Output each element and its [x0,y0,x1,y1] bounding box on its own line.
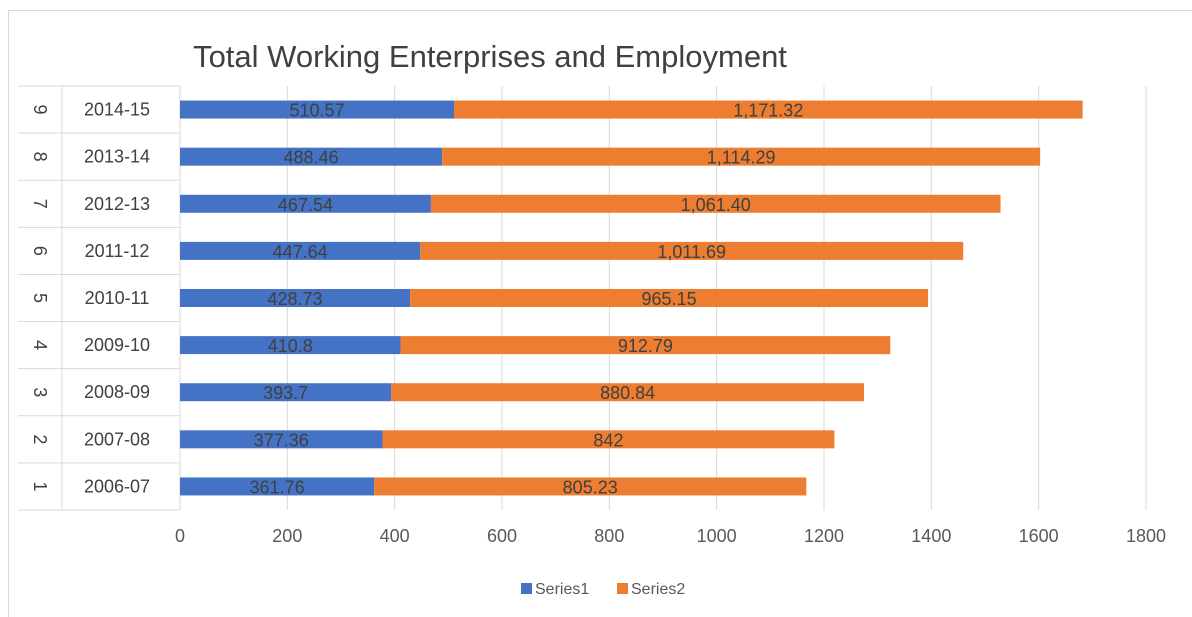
bar-series1 [180,289,411,307]
bar-series1 [180,194,431,213]
category-index-label: 5 [30,293,50,303]
bar-series2 [420,241,964,260]
category-index-label: 3 [30,387,50,397]
category-label: 2012-13 [84,194,150,214]
data-labels: 361.76 805.23 377.36 842 393.7 880.84 410.8 912… [250,101,804,498]
data-label: 965.15 [642,289,697,309]
legend-swatch [617,583,628,594]
category-index-label: 9 [30,105,50,115]
data-label: 842 [593,430,623,450]
x-tick-label: 0 [175,526,185,546]
legend-swatch [521,583,532,594]
x-tick-label: 600 [487,526,517,546]
bar-series1 [180,477,375,496]
bar-series1 [180,241,421,260]
data-label: 1,171.32 [733,101,803,121]
category-label: 2010-11 [85,288,150,308]
x-tick-label: 800 [594,526,624,546]
data-label: 1,011.69 [657,242,726,262]
data-label: 1,061.40 [681,195,751,215]
bar-series2 [374,477,807,496]
category-index-label: 4 [30,340,50,350]
x-tick-label: 1200 [804,526,844,546]
data-label: 510.57 [289,101,344,121]
category-index-label: 2 [30,434,50,444]
bar-series1 [180,100,455,119]
category-label: 2006-07 [84,476,150,496]
data-label: 410.8 [268,336,313,356]
bar-series1 [180,147,443,166]
data-label: 361.76 [250,477,305,497]
bar-series2 [430,194,1001,213]
bar-series1 [180,383,392,402]
x-tick-label: 1000 [697,526,737,546]
bar-series2 [454,100,1083,119]
bar-series1 [180,336,401,355]
data-label: 467.54 [278,195,333,215]
data-label: 880.84 [600,383,655,403]
legend-label: Series2 [631,581,685,598]
x-tick-label: 1800 [1126,526,1166,546]
category-index-label: 6 [30,246,50,256]
bar-series2 [400,336,891,355]
data-label: 377.36 [254,430,309,450]
data-label: 393.7 [263,383,308,403]
category-label: 2008-09 [84,382,150,402]
data-label: 805.23 [563,477,618,497]
x-tick-label: 400 [380,526,410,546]
data-label: 912.79 [618,336,673,356]
category-axis: 1 2006-07 2 2007-08 3 2008-09 4 2009-10 5 2010-11… [18,85,181,511]
chart-frame [8,10,1192,617]
bar-series2 [442,147,1041,166]
x-tick-label: 1400 [911,526,951,546]
chart-title: Total Working Enterprises and Employment [193,39,787,74]
category-label: 2011-12 [85,241,150,261]
category-index-label: 7 [30,199,50,209]
data-label: 488.46 [284,148,339,168]
category-label: 2007-08 [84,429,150,449]
category-label: 2009-10 [84,335,150,355]
legend: Series1 Series2 [521,581,685,598]
bar-series2 [391,383,865,402]
category-label: 2013-14 [84,147,150,167]
x-tick-label: 200 [272,526,302,546]
legend-label: Series1 [535,581,589,598]
category-index-label: 1 [30,481,50,491]
data-label: 447.64 [273,242,328,262]
x-axis-ticks: 0 200 400 600 800 1000 1200 1400 1600 1800 [175,526,1166,546]
bar-series2 [410,289,929,307]
bar-series1 [180,430,383,449]
category-index-label: 8 [30,152,50,162]
data-label: 1,114.29 [707,148,776,168]
bar-series2 [382,430,835,449]
data-label: 428.73 [268,289,323,309]
bars [180,100,1083,496]
x-tick-label: 1600 [1019,526,1059,546]
category-label: 2014-15 [84,100,150,120]
